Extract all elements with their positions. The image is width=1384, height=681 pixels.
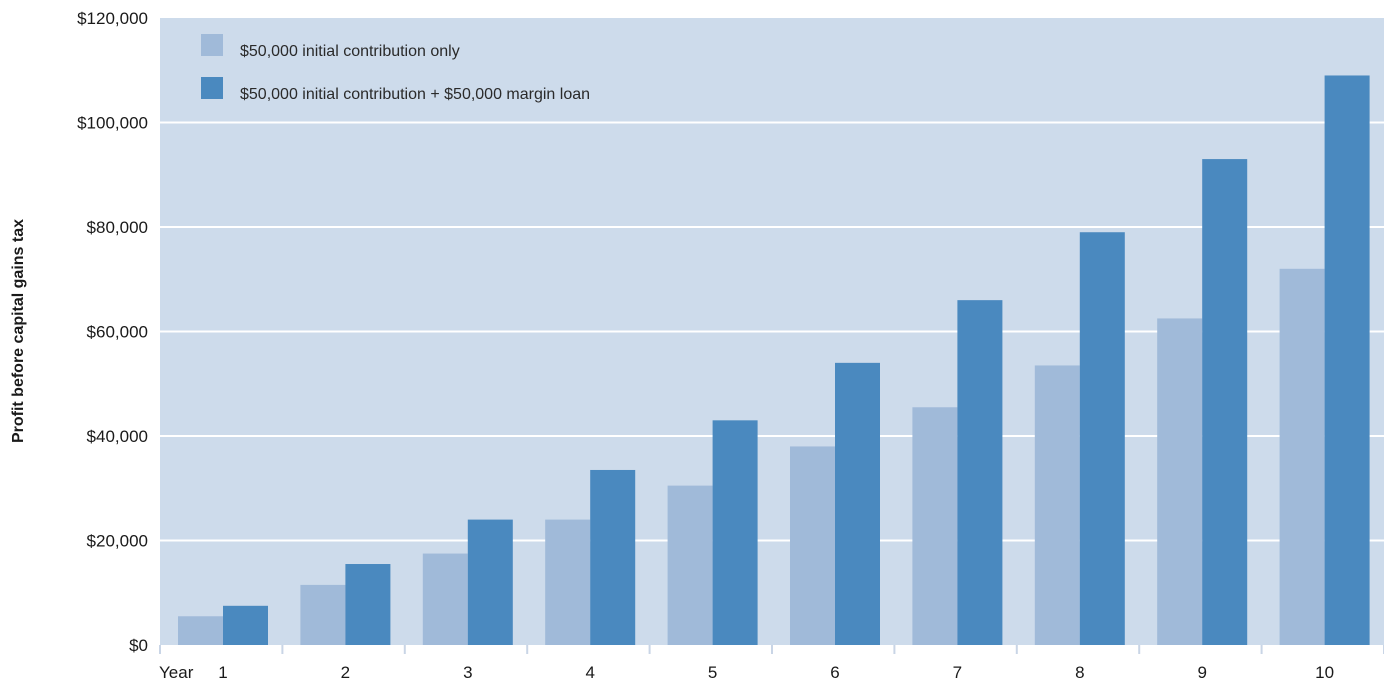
x-tick-label: 2 [341, 663, 350, 681]
x-tick-label: 5 [708, 663, 717, 681]
x-tick-label: 10 [1315, 663, 1334, 681]
x-tick-label: 7 [953, 663, 962, 681]
x-tick-label: 6 [830, 663, 839, 681]
bar-initial-only-year-3 [422, 553, 468, 645]
bar-margin-loan-year-5 [712, 420, 758, 645]
x-axis-year-label: Year [159, 663, 194, 681]
bar-initial-only-year-5 [667, 485, 713, 645]
legend-swatch-margin-loan [201, 77, 223, 99]
x-tick-label: 1 [218, 663, 227, 681]
legend-label-margin-loan: $50,000 initial contribution + $50,000 m… [240, 86, 590, 103]
bar-initial-only-year-2 [300, 584, 346, 645]
y-tick-label: $100,000 [77, 114, 148, 133]
bar-initial-only-year-1 [178, 616, 223, 645]
bar-margin-loan-year-2 [345, 564, 391, 645]
bar-margin-loan-year-3 [467, 519, 513, 645]
bar-margin-loan-year-7 [957, 300, 1003, 645]
y-tick-label: $60,000 [87, 323, 148, 342]
y-tick-label: $80,000 [87, 218, 148, 237]
bars [178, 75, 1370, 646]
x-axis: 1 2 3 4 5 6 7 8 9 10 Year [159, 645, 1384, 681]
y-axis-ticks: $0 $20,000 $40,000 $60,000 $80,000 $100,000 $1… [77, 9, 148, 655]
legend-swatch-initial-only [201, 34, 223, 56]
bar-margin-loan-year-6 [835, 362, 880, 645]
legend-label-initial-only: $50,000 initial contribution only [240, 43, 460, 60]
bar-initial-only-year-8 [1034, 365, 1080, 645]
x-tick-label: 8 [1075, 663, 1084, 681]
bar-margin-loan-year-1 [223, 605, 268, 645]
bar-initial-only-year-6 [790, 446, 835, 645]
bar-initial-only-year-7 [912, 407, 958, 645]
bar-initial-only-year-10 [1279, 268, 1325, 645]
y-axis-label: Profit before capital gains tax [10, 219, 27, 443]
x-tick-label: 9 [1197, 663, 1206, 681]
bar-initial-only-year-4 [545, 519, 591, 645]
bar-margin-loan-year-4 [590, 469, 636, 645]
y-tick-label: $40,000 [87, 427, 148, 446]
bar-margin-loan-year-8 [1079, 232, 1125, 645]
y-tick-label: $20,000 [87, 532, 148, 551]
x-tick-label: 4 [585, 663, 594, 681]
legend: $50,000 initial contribution only $50,00… [201, 34, 590, 103]
bar-margin-loan-year-9 [1202, 159, 1248, 645]
x-tick-label: 3 [463, 663, 472, 681]
y-tick-label: $120,000 [77, 9, 148, 28]
bar-margin-loan-year-10 [1324, 75, 1370, 646]
y-tick-label: $0 [129, 636, 148, 655]
bar-initial-only-year-9 [1157, 318, 1203, 645]
